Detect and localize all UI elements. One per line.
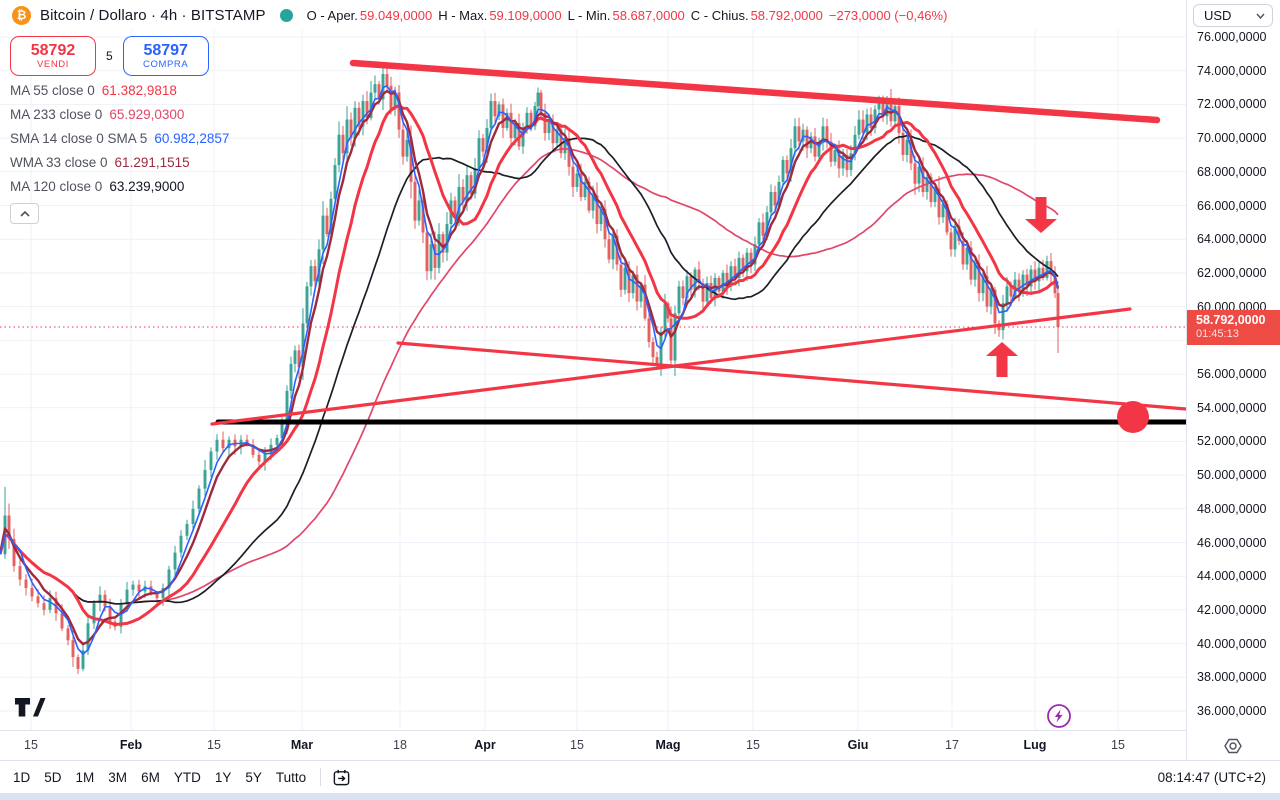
price-axis-label: 74.000,0000 xyxy=(1197,63,1267,78)
time-axis-label: 15 xyxy=(570,738,584,752)
range-5D[interactable]: 5D xyxy=(37,761,68,794)
range-6M[interactable]: 6M xyxy=(134,761,167,794)
ma-line-ma-120 xyxy=(0,134,1059,605)
current-price-tag: 58.792,0000 01:45:13 xyxy=(1187,310,1280,345)
price-axis-label: 46.000,0000 xyxy=(1197,535,1267,550)
price-axis-label: 40.000,0000 xyxy=(1197,636,1267,651)
legend-collapse-button[interactable] xyxy=(10,203,39,224)
flash-icon[interactable] xyxy=(1046,703,1072,729)
range-1M[interactable]: 1M xyxy=(69,761,102,794)
price-axis-label: 44.000,0000 xyxy=(1197,569,1267,584)
time-axis-label: 15 xyxy=(746,738,760,752)
price-axis-panel[interactable]: USD 76.000,0000 74.000,0000 72.000,0000 70.… xyxy=(1186,0,1280,760)
price-axis-label: 52.000,0000 xyxy=(1197,434,1267,449)
price-axis-label: 76.000,0000 xyxy=(1197,30,1267,44)
price-axis-label: 72.000,0000 xyxy=(1197,97,1267,112)
range-5Y[interactable]: 5Y xyxy=(238,761,269,794)
indicator-row[interactable]: SMA 14 close 0 SMA 5 60.982,2857 xyxy=(10,130,230,146)
price-change: −273,0000 (−0,46%) xyxy=(828,7,948,23)
price-axis-label: 64.000,0000 xyxy=(1197,232,1267,247)
price-axis-label: 56.000,0000 xyxy=(1197,367,1267,381)
market-status-dot xyxy=(279,8,293,22)
range-3M[interactable]: 3M xyxy=(101,761,134,794)
ohlc-segment: L - Min. 58.687,0000 xyxy=(567,7,685,23)
time-axis-label: 17 xyxy=(945,738,959,752)
time-axis[interactable]: 15 Feb 15 Mar 18 Apr 15 Mag 15 Giu 17 Lug 15 xyxy=(0,730,1280,760)
bottom-strip xyxy=(0,792,1280,800)
collapse-chevron-icon xyxy=(19,210,30,217)
chevron-down-icon xyxy=(1256,13,1265,19)
trendline-descending xyxy=(396,341,1186,411)
calendar-goto-icon[interactable] xyxy=(328,764,354,790)
ma-line-ma-55 xyxy=(0,104,1059,626)
time-axis-label: 15 xyxy=(24,738,38,752)
indicator-row[interactable]: MA 55 close 0 61.382,9818 xyxy=(10,82,177,98)
sell-price: 58792 xyxy=(30,41,76,59)
trendline-upper xyxy=(349,59,1161,124)
bitcoin-icon: ₿ xyxy=(12,5,31,25)
order-panel: 58792 VENDI 5 58797 COMPRA xyxy=(10,36,209,76)
indicator-legend: MA 55 close 0 61.382,9818 MA 233 close 0 65… xyxy=(10,78,229,224)
axis-settings-icon[interactable] xyxy=(1223,736,1243,756)
range-1Y[interactable]: 1Y xyxy=(208,761,239,794)
ma-line-ma-233 xyxy=(0,147,1059,605)
sell-button[interactable]: 58792 VENDI xyxy=(10,36,96,76)
up-arrow-annotation xyxy=(986,342,1018,377)
range-YTD[interactable]: YTD xyxy=(167,761,208,794)
price-axis-label: 50.000,0000 xyxy=(1197,468,1267,483)
toolbar-separator xyxy=(320,768,322,786)
clock-timezone[interactable]: 08:14:47 (UTC+2) xyxy=(1157,770,1266,785)
symbol-title[interactable]: Bitcoin / Dollaro · 4h · BITSTAMP xyxy=(40,6,266,24)
indicator-row[interactable]: WMA 33 close 0 61.291,1515 xyxy=(10,154,190,170)
red-circle-annotation xyxy=(1117,401,1149,433)
spread-value: 5 xyxy=(106,49,113,63)
time-axis-label: Feb xyxy=(119,738,143,752)
price-axis-label: 36.000,0000 xyxy=(1197,704,1267,718)
time-axis-label: Mar xyxy=(290,738,314,752)
time-axis-label: Mag xyxy=(655,738,681,752)
price-axis-label: 66.000,0000 xyxy=(1197,198,1267,213)
ma-line-sma-14-sma-5 xyxy=(0,85,1059,655)
ohlc-values: O - Aper. 59.049,0000 H - Max. 59.109,0000 L… xyxy=(307,8,954,23)
buy-button[interactable]: 58797 COMPRA xyxy=(122,36,209,76)
indicator-row[interactable]: MA 120 close 0 63.239,9000 xyxy=(10,178,185,194)
price-axis-label: 42.000,0000 xyxy=(1197,602,1267,617)
time-axis-label: 18 xyxy=(393,738,407,752)
chart-header: ₿ Bitcoin / Dollaro · 4h · BITSTAMP O - … xyxy=(0,0,1186,30)
tradingview-logo[interactable] xyxy=(14,697,46,723)
bar-countdown: 01:45:13 xyxy=(1196,328,1239,340)
candlestick-series xyxy=(3,65,1060,674)
time-axis-label: 15 xyxy=(1111,738,1125,752)
price-axis-label: 54.000,0000 xyxy=(1197,400,1267,415)
buy-price: 58797 xyxy=(143,41,188,59)
price-axis-label: 68.000,0000 xyxy=(1197,164,1267,179)
range-Tutto[interactable]: Tutto xyxy=(269,761,313,794)
price-axis-label: 38.000,0000 xyxy=(1197,670,1267,685)
ohlc-segment: C - Chius. 58.792,0000 xyxy=(690,7,823,23)
price-chart[interactable] xyxy=(0,0,1186,730)
current-price-value: 58.792,0000 xyxy=(1196,313,1266,327)
bottom-toolbar: 1D 5D 1M 3M 6M YTD 1Y 5Y Tutto 08:14:47 (UTC+2) xyxy=(0,760,1280,793)
time-axis-label: Giu xyxy=(847,738,869,752)
price-axis-label: 48.000,0000 xyxy=(1197,501,1267,516)
time-axis-label: 15 xyxy=(207,738,221,752)
ohlc-segment: O - Aper. 59.049,0000 xyxy=(306,7,433,23)
price-axis-label: 62.000,0000 xyxy=(1197,265,1267,280)
range-1D[interactable]: 1D xyxy=(6,761,37,794)
indicator-row[interactable]: MA 233 close 0 65.929,0300 xyxy=(10,106,185,122)
time-axis-label: Lug xyxy=(1023,738,1047,752)
price-axis-label: 70.000,0000 xyxy=(1197,131,1267,146)
currency-value: USD xyxy=(1204,8,1232,23)
ohlc-segment: H - Max. 59.109,0000 xyxy=(438,7,562,23)
sell-label: VENDI xyxy=(36,58,70,70)
currency-dropdown[interactable]: USD xyxy=(1193,4,1273,27)
down-arrow-annotation xyxy=(1025,197,1057,233)
buy-label: COMPRA xyxy=(143,58,189,70)
time-axis-label: Apr xyxy=(474,738,496,752)
